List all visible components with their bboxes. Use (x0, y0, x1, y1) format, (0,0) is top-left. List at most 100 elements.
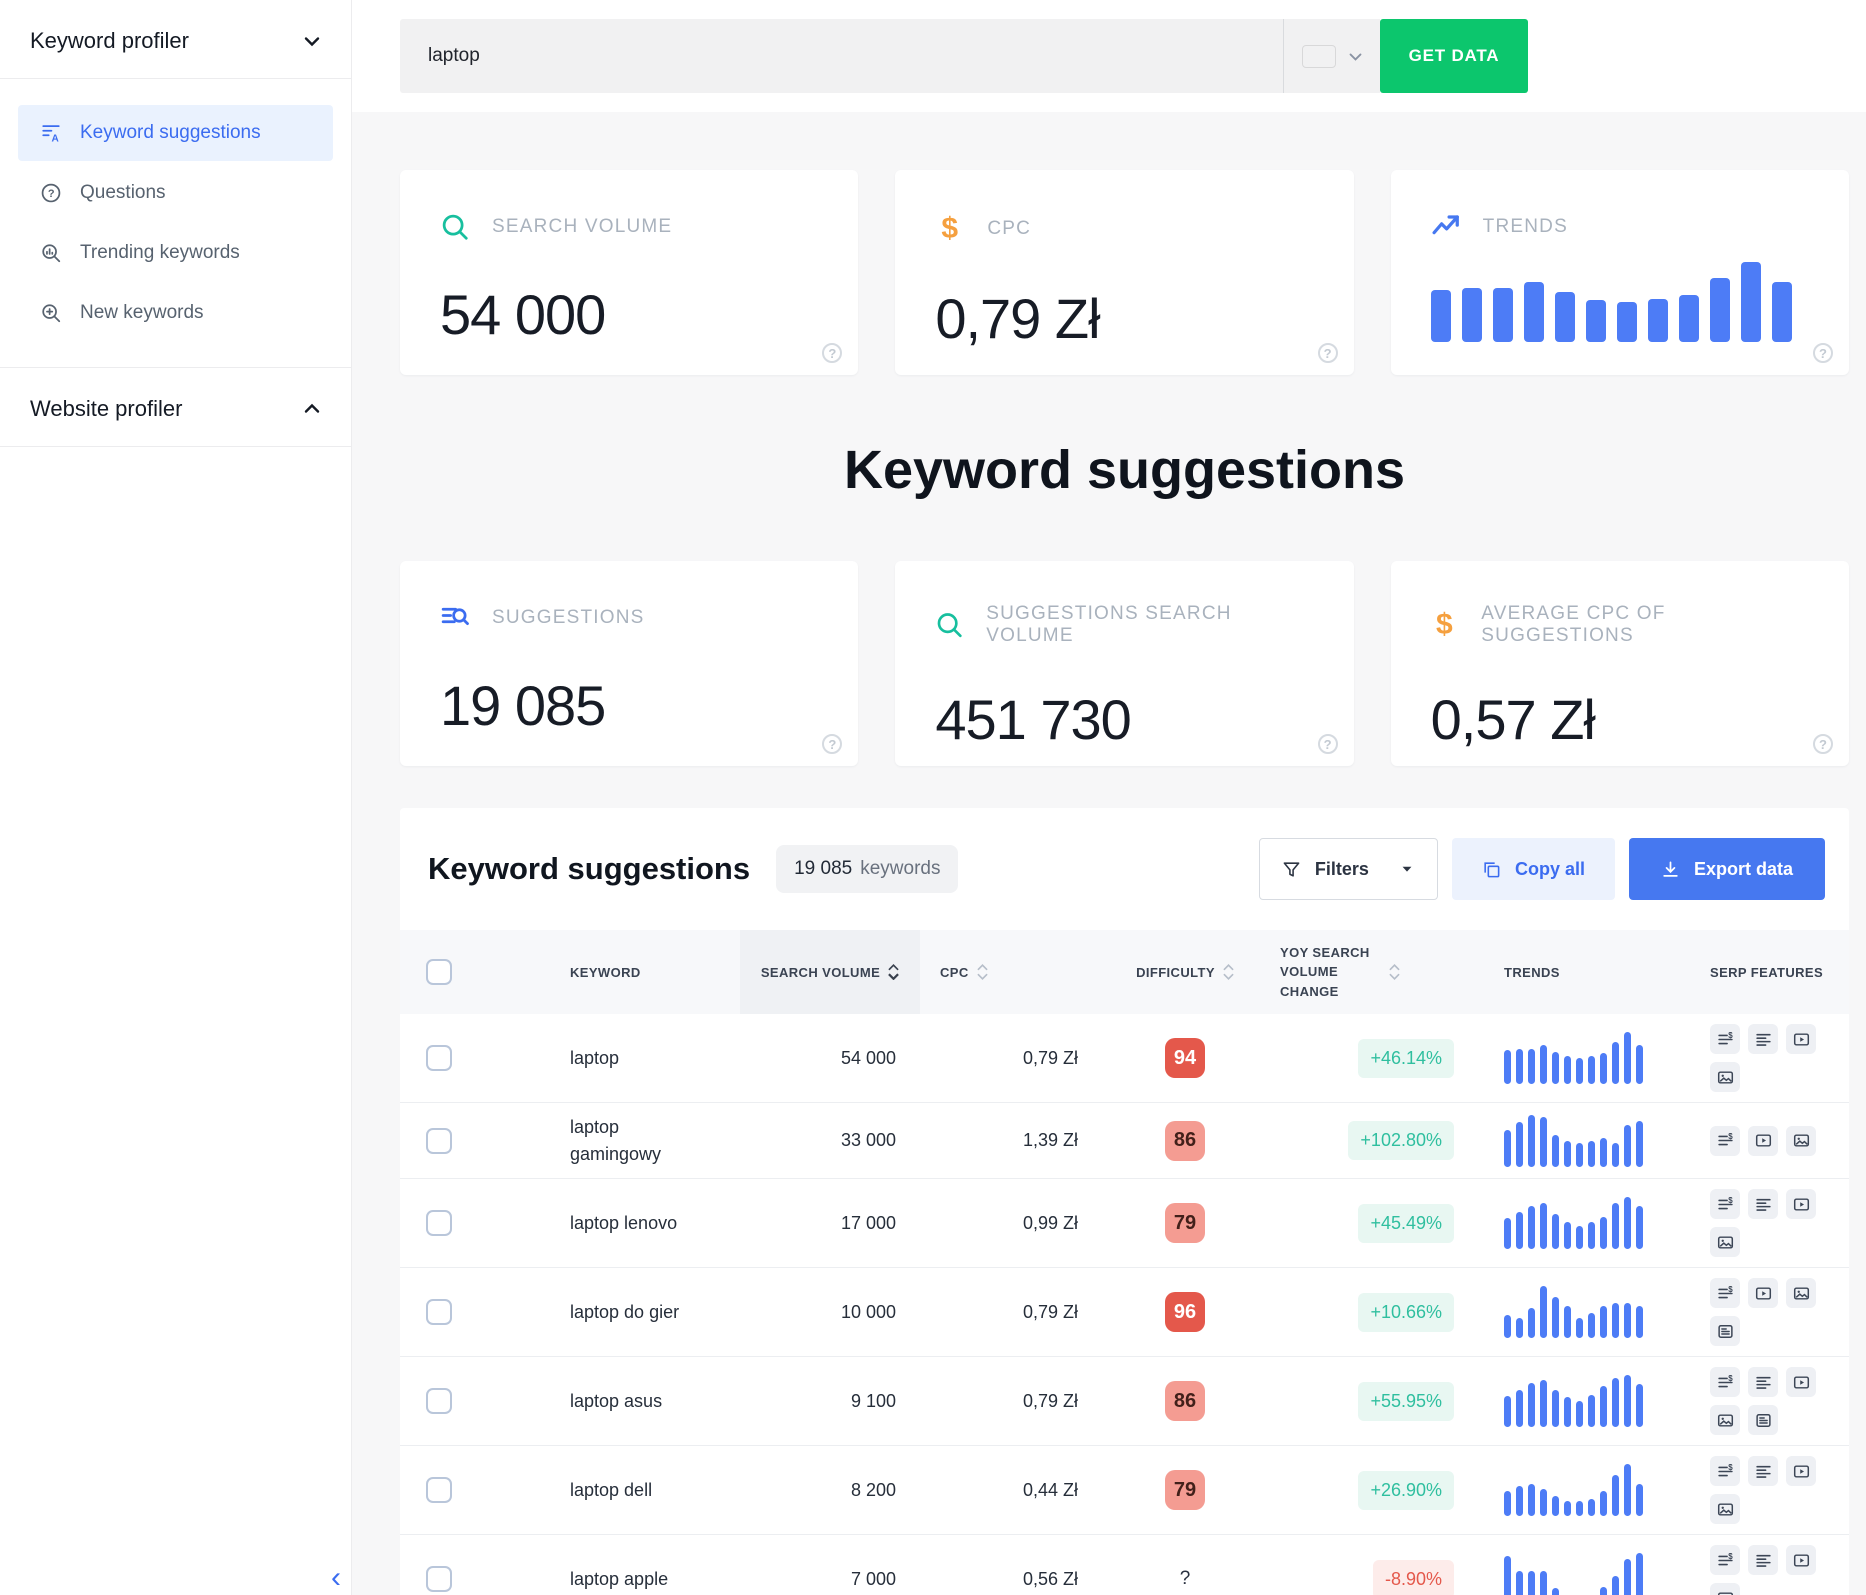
chevron-down-icon (304, 37, 320, 47)
column-header-yoy-change[interactable]: YOY SEARCH VOLUME CHANGE (1280, 930, 1490, 1014)
trend-bar (1461, 287, 1482, 342)
trends-cell (1490, 1286, 1710, 1338)
sidebar-divider (0, 78, 351, 79)
help-icon[interactable]: ? (1317, 734, 1338, 754)
sidebar-item-new-keywords[interactable]: New keywords (18, 285, 333, 341)
difficulty-unknown: ? (1179, 1568, 1191, 1589)
trend-bar (1523, 282, 1544, 342)
keyword-cell[interactable]: laptop gamingowy (570, 1117, 662, 1164)
help-icon[interactable]: ? (1813, 343, 1833, 363)
keyword-cell[interactable]: laptop apple (570, 1568, 669, 1589)
card-label: SUGGESTIONS SEARCH VOLUME (986, 603, 1232, 646)
sidebar-item-label: Keyword suggestions (80, 122, 261, 143)
sidebar-item-keyword-suggestions[interactable]: A Keyword suggestions (18, 105, 333, 161)
help-icon[interactable]: ? (1317, 343, 1338, 363)
table-row[interactable]: laptop 54 000 0,79 Zł 94 +46.14% $ (400, 1014, 1849, 1103)
yoy-change-badge: -8.90% (1372, 1559, 1454, 1595)
copy-all-button[interactable]: Copy all (1451, 838, 1615, 900)
trend-sparkline (1504, 1553, 1643, 1595)
sort-icon[interactable] (976, 964, 988, 980)
serp-ads-icon: $ (1710, 1189, 1740, 1219)
yoy-change-badge: +26.90% (1358, 1470, 1454, 1510)
table-row[interactable]: laptop dell 8 200 0,44 Zł 79 +26.90% $ (400, 1446, 1849, 1535)
column-header-difficulty[interactable]: DIFFICULTY (1090, 930, 1280, 1014)
yoy-change-cell: +102.80% (1280, 1121, 1490, 1160)
trends-cell (1490, 1464, 1710, 1516)
table-row[interactable]: laptop do gier 10 000 0,79 Zł 96 +10.66% $ (400, 1268, 1849, 1357)
difficulty-badge: 86 (1165, 1120, 1205, 1161)
difficulty-cell: 94 (1090, 1038, 1280, 1078)
keyword-cell[interactable]: laptop dell (570, 1479, 653, 1500)
cpc-cell: 0,99 Zł (1022, 1212, 1078, 1233)
serp-image-icon (1710, 1405, 1740, 1435)
keyword-cell[interactable]: laptop do gier (570, 1301, 680, 1322)
yoy-change-cell: +55.95% (1280, 1381, 1490, 1421)
keyword-search-input[interactable] (400, 19, 1283, 93)
keyword-cell[interactable]: laptop asus (570, 1390, 663, 1411)
row-checkbox[interactable] (426, 1477, 452, 1503)
help-icon[interactable]: ? (822, 734, 843, 754)
column-header-cpc[interactable]: CPC (920, 930, 1090, 1014)
sort-icon[interactable] (888, 964, 900, 980)
search-volume-cell: 33 000 (840, 1130, 896, 1150)
row-checkbox[interactable] (426, 1045, 452, 1071)
search-icon (937, 613, 962, 638)
serp-video-icon (1786, 1189, 1816, 1219)
yoy-change-badge: +45.49% (1358, 1203, 1454, 1243)
row-checkbox[interactable] (426, 1127, 452, 1154)
serp-video-icon (1748, 1278, 1778, 1308)
yoy-change-cell: -8.90% (1280, 1559, 1490, 1595)
serp-video-icon (1786, 1545, 1816, 1575)
serp-features-cell: $ (1710, 1116, 1849, 1166)
sidebar-item-label: New keywords (80, 302, 204, 323)
trend-bar (1585, 299, 1606, 342)
table-row[interactable]: laptop gamingowy 33 000 1,39 Zł 86 +102.80% $ (400, 1103, 1849, 1179)
trends-cell (1490, 1375, 1710, 1427)
sidebar-item-trending-keywords[interactable]: Trending keywords (18, 225, 333, 281)
column-header-search-volume[interactable]: SEARCH VOLUME (740, 930, 920, 1014)
yoy-change-badge: +102.80% (1348, 1121, 1454, 1160)
sidebar-section-website-profiler[interactable]: Website profiler (0, 367, 351, 447)
serp-image-icon (1710, 1062, 1740, 1092)
keyword-cell[interactable]: laptop (570, 1047, 620, 1068)
row-checkbox[interactable] (426, 1566, 452, 1592)
filters-button[interactable]: Filters (1258, 838, 1438, 900)
trends-cell (1490, 1197, 1710, 1249)
help-icon[interactable]: ? (1813, 734, 1833, 754)
trends-card-chart (1430, 262, 1809, 342)
country-select[interactable] (1283, 19, 1380, 93)
sort-icon[interactable] (1223, 964, 1234, 980)
serp-image-icon (1710, 1227, 1740, 1257)
row-checkbox[interactable] (426, 1299, 452, 1325)
difficulty-badge: 94 (1165, 1038, 1205, 1078)
serp-image-icon (1786, 1278, 1816, 1308)
svg-text:$: $ (1728, 1374, 1733, 1383)
sidebar-collapse-chevron-icon[interactable]: ‹ (331, 1561, 341, 1594)
dollar-icon: $ (941, 212, 960, 245)
table-row[interactable]: laptop asus 9 100 0,79 Zł 86 +55.95% $ (400, 1357, 1849, 1446)
get-data-button[interactable]: GET DATA (1380, 19, 1528, 93)
sidebar-item-questions[interactable]: ? Questions (18, 165, 333, 221)
trend-sparkline (1504, 1032, 1643, 1084)
row-checkbox[interactable] (426, 1388, 452, 1414)
cpc-cell: 0,56 Zł (1022, 1568, 1078, 1589)
trend-bar (1678, 294, 1699, 342)
select-all-checkbox[interactable] (426, 959, 452, 985)
suggestions-card: SUGGESTIONS 19 085 ? (400, 561, 859, 766)
sidebar-section-keyword-profiler[interactable]: Keyword profiler (0, 0, 351, 78)
sort-icon[interactable] (1389, 964, 1490, 980)
keyword-suggestions-icon: A (42, 125, 60, 144)
row-checkbox[interactable] (426, 1210, 452, 1236)
table-row[interactable]: laptop lenovo 17 000 0,99 Zł 79 +45.49% $ (400, 1179, 1849, 1268)
difficulty-badge: 79 (1165, 1470, 1205, 1510)
suggestions-search-volume-value: 451 730 (935, 688, 1131, 751)
serp-snippet-icon (1748, 1456, 1778, 1486)
serp-image-icon (1710, 1583, 1740, 1595)
keyword-cell[interactable]: laptop lenovo (570, 1212, 678, 1233)
export-data-button[interactable]: Export data (1628, 838, 1825, 900)
table-row[interactable]: laptop apple 7 000 0,56 Zł? -8.90% $ (400, 1535, 1849, 1595)
trend-sparkline (1504, 1114, 1643, 1167)
help-icon[interactable]: ? (822, 343, 843, 363)
serp-ads-icon: $ (1710, 1545, 1740, 1575)
